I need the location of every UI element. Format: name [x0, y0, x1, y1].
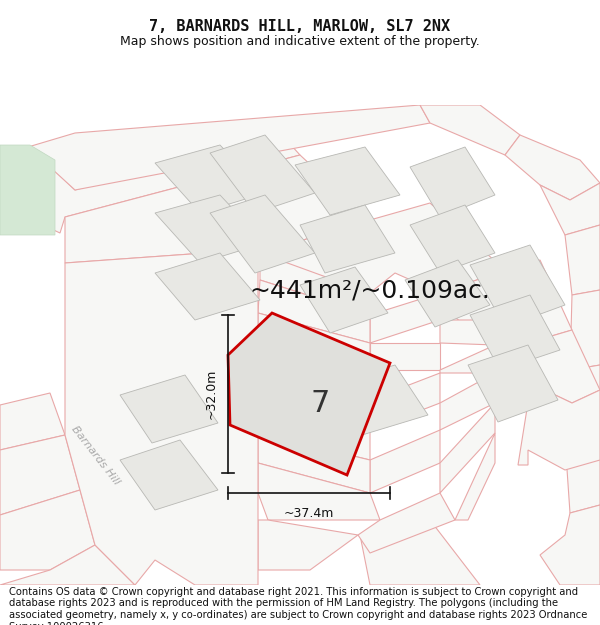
Polygon shape — [300, 205, 395, 273]
Text: ~32.0m: ~32.0m — [205, 369, 218, 419]
Polygon shape — [258, 343, 370, 400]
Polygon shape — [518, 383, 600, 470]
Polygon shape — [300, 267, 388, 333]
Polygon shape — [358, 493, 455, 553]
Polygon shape — [228, 313, 390, 475]
Text: Barnards Hill: Barnards Hill — [69, 424, 121, 486]
Polygon shape — [258, 520, 358, 570]
Polygon shape — [260, 253, 370, 315]
Polygon shape — [470, 295, 560, 370]
Text: 7, BARNARDS HILL, MARLOW, SL7 2NX: 7, BARNARDS HILL, MARLOW, SL7 2NX — [149, 19, 451, 34]
Polygon shape — [440, 320, 495, 345]
Polygon shape — [65, 233, 258, 585]
Polygon shape — [370, 373, 440, 430]
Polygon shape — [570, 290, 600, 370]
Polygon shape — [258, 433, 370, 493]
Polygon shape — [360, 520, 480, 585]
Polygon shape — [410, 205, 495, 273]
Polygon shape — [330, 365, 428, 435]
Polygon shape — [0, 435, 80, 515]
Polygon shape — [120, 375, 218, 443]
Text: ~441m²/~0.109ac.: ~441m²/~0.109ac. — [250, 278, 490, 302]
Polygon shape — [370, 293, 440, 343]
Polygon shape — [370, 430, 440, 493]
Polygon shape — [260, 203, 505, 293]
Polygon shape — [0, 145, 55, 235]
Polygon shape — [455, 433, 495, 520]
Polygon shape — [470, 245, 565, 327]
Polygon shape — [155, 195, 265, 263]
Polygon shape — [440, 373, 495, 430]
Polygon shape — [295, 147, 400, 215]
Polygon shape — [28, 105, 430, 190]
Polygon shape — [210, 135, 315, 213]
Polygon shape — [565, 365, 600, 440]
Polygon shape — [495, 320, 600, 403]
Polygon shape — [405, 260, 490, 327]
Polygon shape — [258, 280, 370, 343]
Polygon shape — [440, 403, 495, 493]
Polygon shape — [0, 545, 135, 585]
Polygon shape — [258, 463, 380, 520]
Polygon shape — [440, 345, 495, 373]
Polygon shape — [210, 195, 315, 273]
Text: Contains OS data © Crown copyright and database right 2021. This information is : Contains OS data © Crown copyright and d… — [9, 587, 587, 625]
Polygon shape — [155, 145, 265, 213]
Text: ~37.4m: ~37.4m — [284, 507, 334, 520]
Polygon shape — [565, 435, 600, 513]
Polygon shape — [505, 135, 600, 200]
Polygon shape — [155, 253, 260, 320]
Polygon shape — [258, 313, 370, 370]
Text: 7: 7 — [310, 389, 329, 418]
Polygon shape — [258, 403, 370, 460]
Polygon shape — [540, 505, 600, 585]
Polygon shape — [0, 490, 95, 570]
Polygon shape — [420, 105, 520, 155]
Polygon shape — [120, 440, 218, 510]
Polygon shape — [0, 133, 300, 233]
Polygon shape — [440, 260, 572, 340]
Text: Map shows position and indicative extent of the property.: Map shows position and indicative extent… — [120, 35, 480, 48]
Polygon shape — [258, 373, 370, 430]
Polygon shape — [540, 183, 600, 235]
Polygon shape — [65, 155, 370, 263]
Polygon shape — [468, 345, 558, 422]
Polygon shape — [565, 225, 600, 295]
Polygon shape — [410, 147, 495, 217]
Polygon shape — [370, 343, 440, 370]
Polygon shape — [0, 393, 65, 450]
